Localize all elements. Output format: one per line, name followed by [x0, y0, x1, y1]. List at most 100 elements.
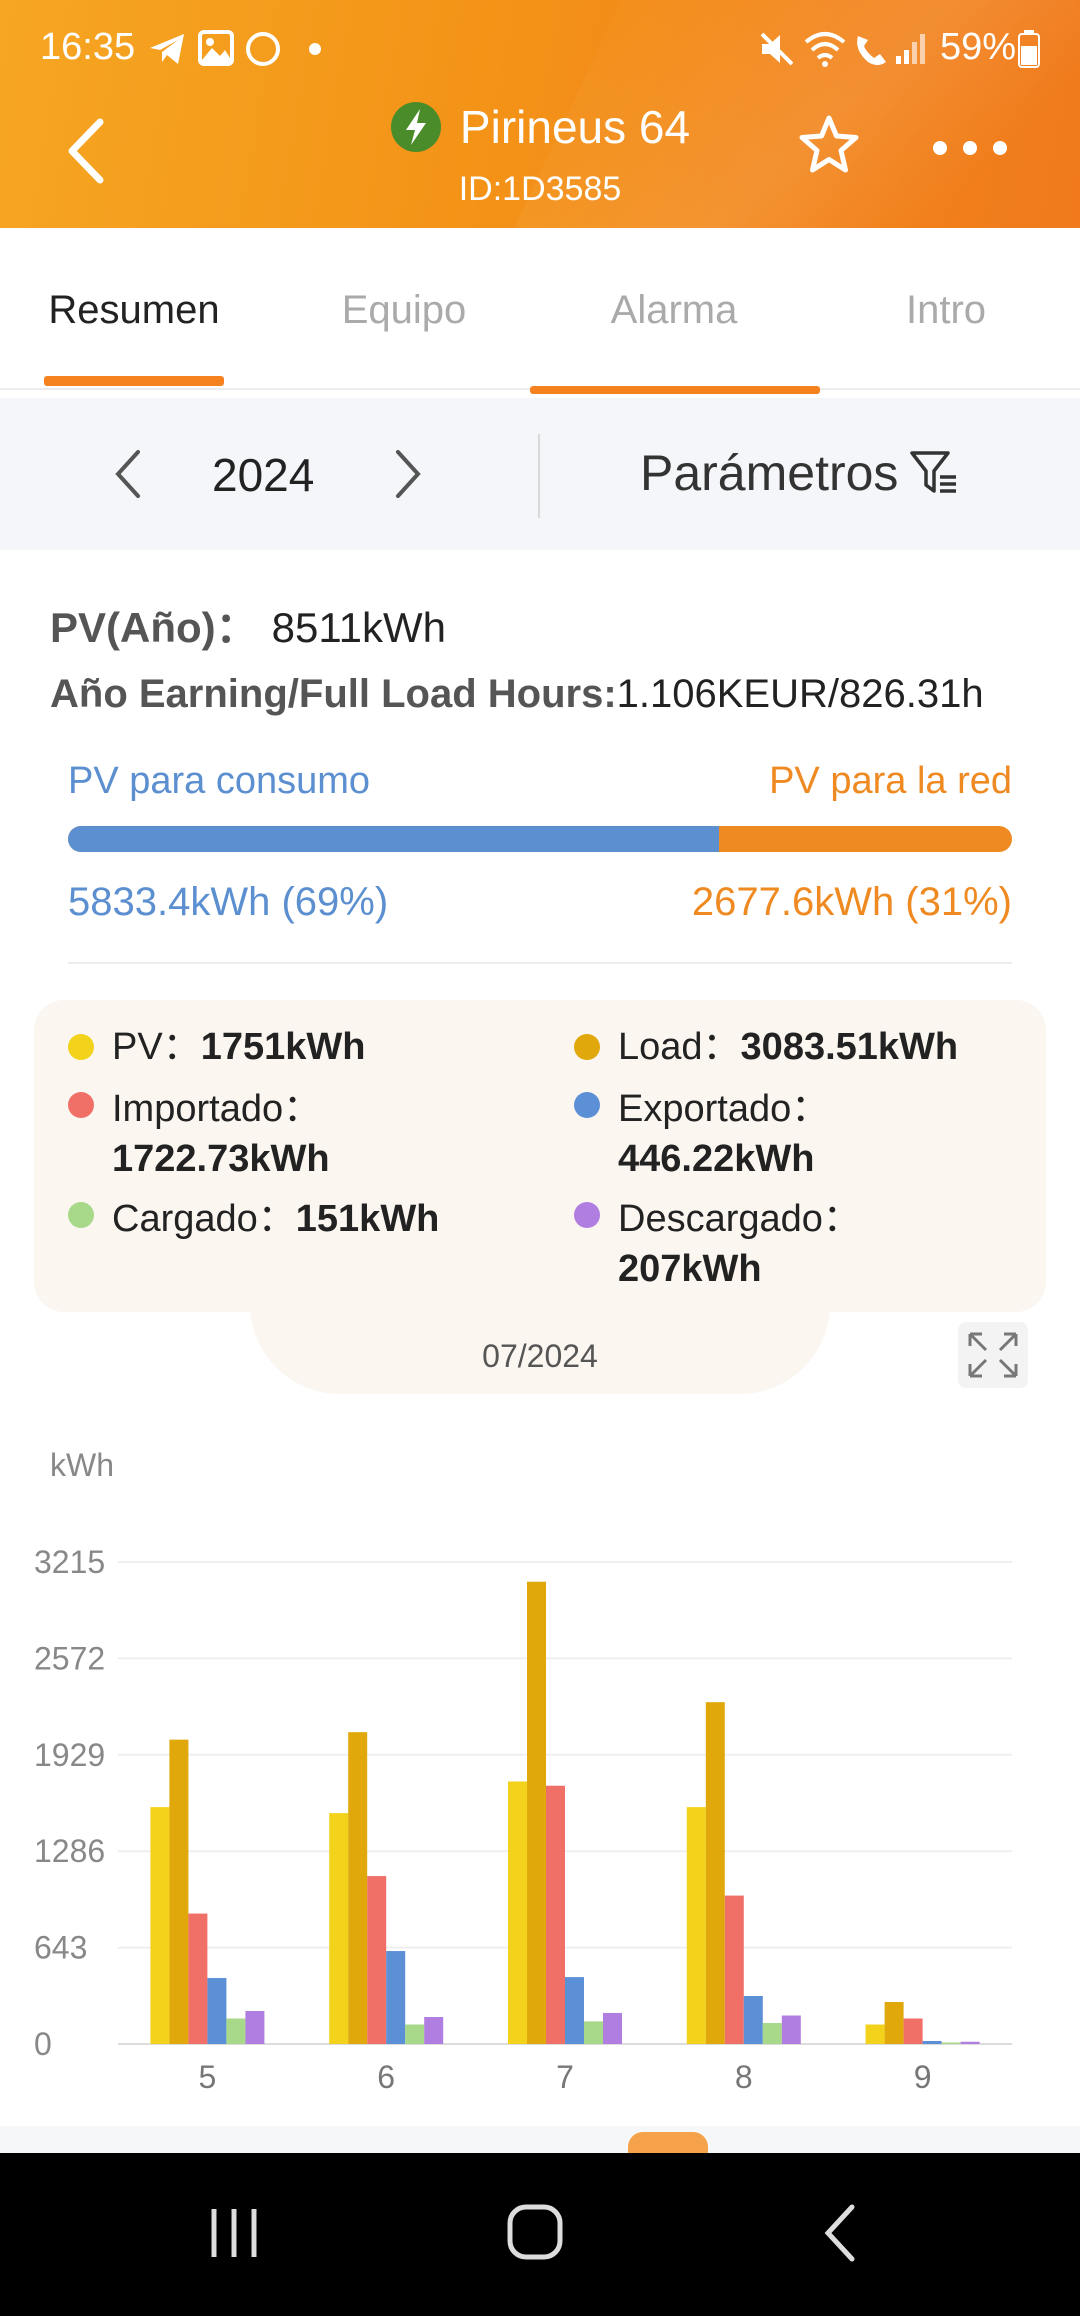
tab-alarma[interactable]: Alarma	[610, 288, 738, 332]
bar-load	[884, 2002, 904, 2044]
discharged-legend-label: Descargado：	[618, 1198, 861, 1240]
bar-importado	[724, 1895, 744, 2044]
self-consumption-value: 5833.4kWh (69%)	[68, 880, 389, 924]
discharged-legend-dot	[574, 1202, 600, 1228]
imported-legend-text: Importado： 1722.73kWh	[112, 1084, 330, 1184]
energy-legend-card: PV：1751kWh Load：3083.51kWh Importado： 172…	[34, 1000, 1046, 1312]
load-legend-label: Load：	[618, 1026, 741, 1068]
tab-equipo[interactable]: Equipo	[341, 288, 467, 332]
x-tick-label: 5	[199, 2059, 217, 2095]
back-nav-icon[interactable]	[820, 2203, 860, 2263]
bar-descargado	[603, 2012, 622, 2044]
bar-pv	[150, 1807, 170, 2044]
dot-icon	[309, 43, 321, 55]
monthly-energy-bar-chart: kWh 0 643 1286 1929 2572 3215 5 6 7 8 9	[34, 1447, 1012, 2095]
bar-descargado	[424, 2017, 444, 2044]
plant-id: ID:1D3585	[458, 170, 622, 208]
earning-value: 1.106KEUR/826.31h	[616, 672, 984, 716]
year-label[interactable]: 2024	[212, 449, 315, 501]
bar-cargado	[405, 2024, 425, 2044]
signal-icon	[896, 34, 925, 64]
more-options-icon[interactable]	[930, 138, 1010, 158]
home-icon[interactable]	[506, 2203, 564, 2261]
bar-cargado	[941, 2042, 961, 2044]
bar-load	[348, 1732, 368, 2044]
bar-descargado	[245, 2011, 265, 2044]
pv-legend-value: 1751kWh	[200, 1026, 366, 1068]
expand-icon	[968, 1332, 1018, 1378]
self-consumption-label: PV para consumo	[68, 760, 371, 802]
bar-exportado	[922, 2041, 942, 2044]
bar-load	[527, 1581, 546, 2044]
star-icon[interactable]	[798, 114, 860, 174]
grid-export-label: PV para la red	[769, 760, 1012, 802]
expand-chart-button[interactable]	[958, 1322, 1028, 1388]
tab-resumen[interactable]: Resumen	[48, 288, 220, 332]
status-time: 16:35	[40, 26, 136, 68]
bar-importado	[903, 2018, 923, 2044]
bar-pv	[508, 1781, 527, 2044]
bar-descargado	[781, 2015, 801, 2044]
exported-legend-label: Exportado：	[618, 1088, 830, 1130]
discharged-legend-text: Descargado： 207kWh	[618, 1194, 861, 1294]
recent-apps-icon[interactable]	[206, 2205, 262, 2261]
plant-title: Pirineus 64	[459, 101, 691, 153]
bar-load	[169, 1739, 189, 2044]
circle-icon	[246, 32, 280, 66]
telegram-icon	[150, 34, 184, 64]
bar-cargado	[584, 2021, 603, 2044]
load-legend-text: Load：3083.51kWh	[618, 1022, 958, 1072]
y-tick-label: 643	[34, 1930, 87, 1966]
exported-legend-text: Exportado： 446.22kWh	[618, 1084, 829, 1184]
bar-importado	[367, 1876, 387, 2044]
bar-pv	[329, 1813, 349, 2044]
x-tick-label: 9	[914, 2059, 932, 2095]
self-consumption-bar	[68, 826, 1012, 852]
bar-cargado	[226, 2018, 246, 2044]
back-arrow-icon[interactable]	[66, 118, 106, 184]
tooltip-tail	[250, 1300, 830, 1394]
pv-year-value: 8511kWh	[271, 604, 446, 651]
divider	[68, 962, 1012, 964]
bar-load	[705, 1702, 725, 2044]
bar-importado	[188, 1913, 208, 2044]
plant-status-icon	[390, 102, 441, 152]
exported-legend-value: 446.22kWh	[618, 1138, 815, 1180]
earning-label: Año Earning/Full Load Hours:	[50, 672, 617, 716]
x-tick-label: 7	[556, 2059, 574, 2095]
tab-bar: Resumen Equipo Alarma Intro	[0, 228, 1080, 394]
discharged-legend-value: 207kWh	[618, 1248, 762, 1290]
grid-export-value: 2677.6kWh (31%)	[691, 880, 1012, 924]
load-legend-dot	[574, 1034, 600, 1060]
imported-legend-value: 1722.73kWh	[112, 1138, 330, 1180]
active-tab-indicator	[44, 376, 224, 386]
x-tick-label: 8	[735, 2059, 753, 2095]
pv-year-row: PV(Año)： 8511kWh	[50, 594, 446, 655]
bar-pv	[686, 1807, 706, 2044]
tab-intro[interactable]: Intro	[905, 288, 987, 332]
y-tick-label: 1929	[34, 1737, 105, 1773]
bar-exportado	[207, 1978, 227, 2044]
bar-descargado	[960, 2041, 980, 2044]
previous-year-icon[interactable]	[112, 448, 142, 500]
y-tick-label: 1286	[34, 1833, 105, 1869]
charged-legend-value: 151kWh	[295, 1198, 440, 1240]
filter-button[interactable]: Parámetros	[640, 444, 960, 502]
filter-icon	[910, 451, 957, 493]
earning-row: Año Earning/Full Load Hours:1.106KEUR/82…	[50, 672, 984, 717]
charged-legend-text: Cargado：151kWh	[112, 1194, 439, 1244]
divider	[538, 434, 540, 518]
next-year-icon[interactable]	[394, 448, 424, 500]
wifi-call-icon	[857, 36, 886, 65]
gallery-icon	[198, 30, 234, 66]
bar-importado	[546, 1785, 565, 2044]
wifi-icon	[804, 32, 846, 67]
y-axis-unit-label: kWh	[50, 1447, 114, 1483]
pv-year-label: PV(Año)：	[50, 604, 258, 651]
system-nav-bar	[0, 2153, 1080, 2316]
imported-legend-label: Importado：	[112, 1088, 322, 1130]
pv-legend-label: PV：	[112, 1026, 201, 1068]
y-tick-label: 3215	[34, 1544, 105, 1580]
mute-icon	[760, 32, 794, 66]
self-consumption-fill	[68, 826, 720, 852]
